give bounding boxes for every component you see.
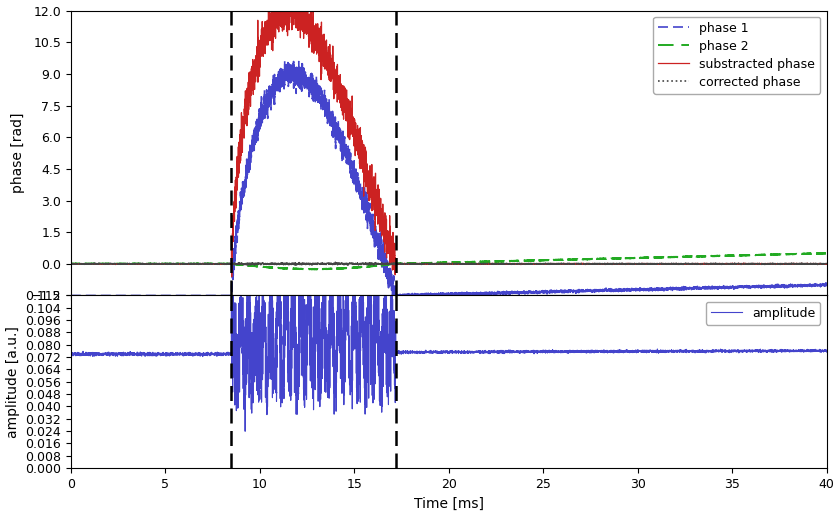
corrected phase xyxy=(513,261,523,267)
phase 1 xyxy=(513,289,523,296)
amplitude xyxy=(666,348,676,354)
corrected phase xyxy=(666,260,676,266)
phase 2 xyxy=(822,250,832,256)
Line: phase 1: phase 1 xyxy=(71,60,827,312)
Line: amplitude: amplitude xyxy=(71,259,827,431)
substracted phase xyxy=(104,261,114,267)
phase 1 xyxy=(280,57,290,63)
amplitude xyxy=(240,428,250,434)
amplitude xyxy=(104,351,114,357)
Line: substracted phase: substracted phase xyxy=(71,0,827,277)
substracted phase xyxy=(546,261,556,267)
Line: phase 2: phase 2 xyxy=(71,253,827,269)
amplitude xyxy=(339,379,349,385)
phase 1 xyxy=(104,293,114,299)
phase 1 xyxy=(822,281,832,287)
substracted phase xyxy=(227,273,237,280)
corrected phase xyxy=(339,261,349,267)
Legend: phase 1, phase 2, substracted phase, corrected phase: phase 1, phase 2, substracted phase, cor… xyxy=(654,17,820,94)
X-axis label: Time [ms]: Time [ms] xyxy=(413,496,484,510)
amplitude xyxy=(66,350,76,357)
corrected phase xyxy=(104,261,114,267)
phase 1 xyxy=(339,147,349,153)
Line: corrected phase: corrected phase xyxy=(71,262,827,266)
phase 1 xyxy=(546,289,556,295)
phase 2 xyxy=(626,255,636,261)
amplitude xyxy=(626,349,636,355)
phase 1 xyxy=(666,286,676,293)
phase 2 xyxy=(104,261,114,267)
substracted phase xyxy=(66,261,76,267)
corrected phase xyxy=(369,263,379,269)
Y-axis label: amplitude [a.u.]: amplitude [a.u.] xyxy=(6,326,19,438)
Y-axis label: phase [rad]: phase [rad] xyxy=(11,113,25,194)
amplitude xyxy=(513,349,523,356)
substracted phase xyxy=(666,261,676,267)
corrected phase xyxy=(330,259,340,265)
substracted phase xyxy=(822,261,832,267)
phase 1 xyxy=(391,309,401,315)
phase 2 xyxy=(66,261,76,267)
phase 2 xyxy=(307,266,317,272)
phase 2 xyxy=(513,257,523,264)
Legend: amplitude: amplitude xyxy=(706,302,820,325)
amplitude xyxy=(310,256,320,262)
phase 2 xyxy=(820,250,830,256)
amplitude xyxy=(822,349,832,355)
substracted phase xyxy=(626,261,636,267)
phase 1 xyxy=(66,293,76,299)
corrected phase xyxy=(66,261,76,267)
corrected phase xyxy=(626,261,636,267)
phase 1 xyxy=(626,288,636,294)
phase 2 xyxy=(546,257,556,263)
amplitude xyxy=(546,348,556,354)
corrected phase xyxy=(822,261,832,267)
phase 2 xyxy=(666,254,676,260)
substracted phase xyxy=(339,96,349,102)
corrected phase xyxy=(546,261,556,267)
phase 2 xyxy=(339,265,349,271)
substracted phase xyxy=(513,261,523,267)
